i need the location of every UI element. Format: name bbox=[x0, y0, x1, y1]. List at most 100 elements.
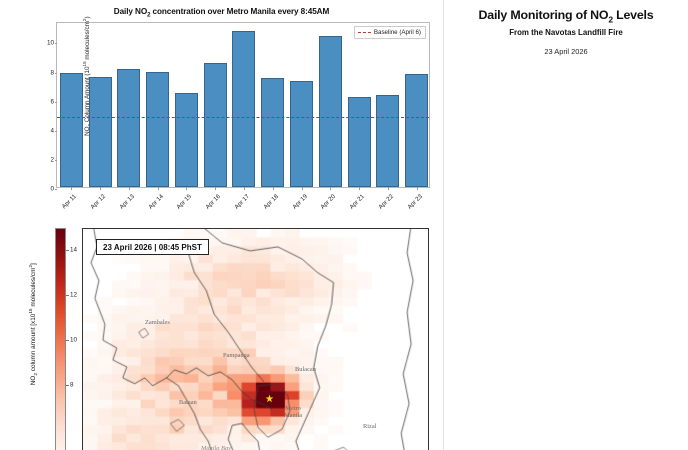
map-label: Rizal bbox=[363, 423, 377, 430]
cbar-p3: molecules/cm bbox=[29, 267, 37, 309]
chart-x-tick-label: Apr 13 bbox=[118, 193, 136, 211]
chart-x-tick-mark bbox=[157, 187, 159, 190]
chart-y-tick-mark bbox=[54, 159, 57, 161]
chart-x-tick-label: Apr 22 bbox=[377, 193, 395, 211]
colorbar-tick-mark bbox=[66, 384, 69, 386]
panel-title: Daily Monitoring of NO2 Levels bbox=[453, 8, 679, 26]
map-label: Metro Manila bbox=[284, 405, 303, 419]
colorbar-tick-mark bbox=[66, 295, 69, 297]
cbar-p2: column amount [x10 bbox=[29, 313, 37, 373]
chart-bar bbox=[203, 62, 227, 187]
colorbar-gradient bbox=[55, 228, 66, 450]
chart-x-tick-mark bbox=[272, 187, 274, 190]
chart-bar bbox=[88, 77, 112, 187]
bar-chart-panel: Daily NO2 concentration over Metro Manil… bbox=[0, 0, 443, 224]
chart-x-tick-label: Apr 15 bbox=[175, 193, 194, 211]
colorbar-tick-label: 8 bbox=[70, 381, 74, 389]
chart-bar bbox=[405, 74, 429, 187]
chart-x-tick-mark bbox=[416, 187, 418, 190]
chart-bar bbox=[146, 71, 170, 187]
chart-title-part2: concentration over Metro Manila every 8:… bbox=[150, 7, 330, 16]
map-label: Manila Bay bbox=[201, 445, 231, 450]
chart-x-tick-mark bbox=[128, 187, 130, 190]
chart-x-tick-label: Apr 20 bbox=[319, 193, 338, 211]
panel-subtitle: From the Navotas Landfill Fire bbox=[509, 28, 623, 38]
map-label: Zambales bbox=[145, 319, 170, 326]
chart-y-tick-mark bbox=[54, 43, 57, 45]
chart-x-tick-label: Apr 23 bbox=[405, 193, 424, 211]
chart-y-tick: 2 bbox=[50, 156, 54, 164]
map-label: Bulacan bbox=[295, 366, 316, 373]
chart-bar bbox=[261, 77, 285, 187]
panel-title-p1: Daily Monitoring of NO bbox=[478, 8, 609, 22]
chart-y-tick: 0 bbox=[50, 185, 54, 193]
colorbar-tick-label: 10 bbox=[70, 336, 78, 344]
cbar-p4: ] bbox=[29, 263, 37, 265]
map-panel: NO2 column amount [x1015 molecules/cm2] … bbox=[0, 224, 443, 450]
chart-x-tick-mark bbox=[100, 187, 102, 190]
chart-title-subscript: 2 bbox=[147, 12, 151, 19]
colorbar-tick-mark bbox=[66, 339, 69, 341]
chart-x-tick-mark bbox=[359, 187, 361, 190]
chart-title-part1: Daily NO bbox=[113, 7, 148, 16]
chart-x-tick-label: Apr 18 bbox=[262, 193, 280, 211]
panel-date: 23 April 2026 bbox=[544, 47, 588, 57]
chart-y-tick: 10 bbox=[46, 39, 54, 47]
chart-y-tick-mark bbox=[54, 130, 57, 132]
ylabel-p4: ) bbox=[83, 16, 91, 19]
chart-y-tick: 8 bbox=[50, 69, 54, 76]
chart-x-tick-mark bbox=[330, 187, 332, 190]
colorbar-tick-label: 14 bbox=[70, 246, 78, 254]
chart-bar bbox=[117, 69, 141, 187]
chart-x-tick-mark bbox=[244, 187, 245, 190]
chart-y-tick-mark bbox=[54, 72, 57, 74]
chart-bar bbox=[174, 93, 198, 187]
visualization-column: Daily NO2 concentration over Metro Manil… bbox=[0, 0, 443, 450]
chart-bar bbox=[290, 80, 314, 187]
colorbar-tick-mark bbox=[66, 250, 69, 252]
information-panel: Daily Monitoring of NO2 Levels From the … bbox=[443, 0, 688, 450]
chart-y-tick-mark bbox=[54, 101, 57, 103]
cbar-sup: 15 bbox=[27, 308, 33, 314]
chart-bar bbox=[347, 96, 371, 187]
chart-x-tick-label: Apr 12 bbox=[89, 193, 108, 211]
ylabel-sup2: 2 bbox=[81, 18, 87, 22]
no2-concentration-map[interactable]: 23 April 2026 | 08:45 PhST Zambales Pampa… bbox=[82, 228, 429, 450]
panel-title-sub: 2 bbox=[608, 14, 613, 25]
cbar-p1: NO bbox=[29, 375, 37, 386]
chart-plot-area: NO2 Column Amount (1015 molecules/cm2) 0… bbox=[47, 16, 430, 211]
chart-bar bbox=[376, 94, 400, 187]
chart-x-tick-mark bbox=[71, 187, 73, 190]
chart-y-tick: 6 bbox=[50, 98, 54, 106]
baseline-line bbox=[57, 116, 429, 118]
chart-y-tick: 4 bbox=[50, 127, 54, 135]
chart-bars bbox=[57, 23, 429, 187]
chart-x-tick-mark bbox=[186, 187, 188, 190]
chart-x-tick-label: Apr 14 bbox=[146, 193, 165, 211]
chart-x-tick-label: Apr 19 bbox=[290, 193, 309, 211]
chart-bar bbox=[232, 31, 256, 187]
chart-x-tick-mark bbox=[215, 187, 217, 190]
map-label: Pampanga bbox=[223, 352, 250, 359]
map-raster bbox=[83, 229, 428, 450]
chart-x-tick-label: Apr 17 bbox=[233, 193, 251, 211]
chart-title: Daily NO2 concentration over Metro Manil… bbox=[0, 7, 443, 19]
map-label: Bataan bbox=[179, 399, 197, 406]
map-timestamp-stamp: 23 April 2026 | 08:45 PhST bbox=[96, 239, 209, 255]
legend-label-baseline: Baseline (April 6) bbox=[373, 29, 421, 36]
chart-bar bbox=[59, 72, 83, 187]
chart-x-tick-label: Apr 21 bbox=[348, 193, 367, 211]
chart-legend: Baseline (April 6) bbox=[353, 26, 426, 39]
chart-x-tick-label: Apr 11 bbox=[61, 193, 79, 211]
chart-y-tick-mark bbox=[54, 189, 57, 190]
fire-location-star-icon: ★ bbox=[265, 394, 274, 405]
panel-title-p2: Levels bbox=[612, 8, 654, 22]
cbar-sup2: 2 bbox=[27, 265, 33, 268]
chart-x-tick-label: Apr 16 bbox=[204, 193, 223, 211]
cbar-sub: 2 bbox=[33, 373, 39, 376]
chart-bar bbox=[318, 36, 342, 187]
baseline-legend-swatch bbox=[357, 32, 371, 33]
colorbar-tick-label: 12 bbox=[70, 291, 78, 299]
colorbar-label: NO2 column amount [x1015 molecules/cm2] bbox=[28, 244, 38, 404]
